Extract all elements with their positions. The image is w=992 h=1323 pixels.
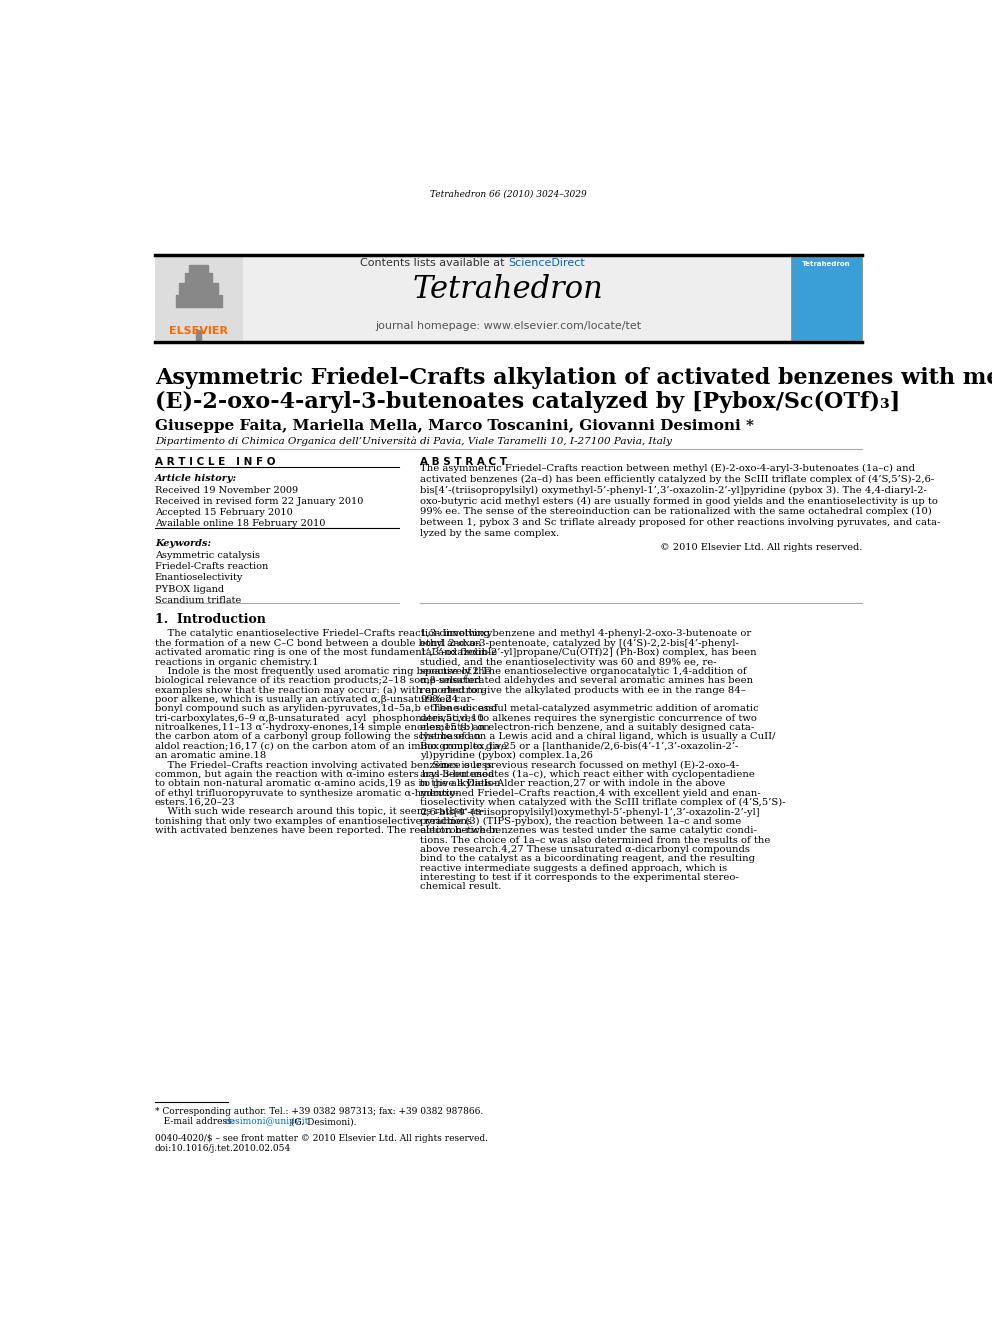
Text: 1,3-dimethoxybenzene and methyl 4-phenyl-2-oxo-3-butenoate or: 1,3-dimethoxybenzene and methyl 4-phenyl… [420,630,751,639]
Text: The asymmetric Friedel–Crafts reaction between methyl (E)-2-oxo-4-aryl-3-butenoa: The asymmetric Friedel–Crafts reaction b… [420,464,915,474]
Text: bonyl compound such as aryliden-pyruvates,1d–5a,b ethene-di- and: bonyl compound such as aryliden-pyruvate… [155,704,497,713]
Text: 99% ee. The sense of the stereoinduction can be rationalized with the same octah: 99% ee. The sense of the stereoinduction… [420,507,931,516]
Text: derivatives to alkenes requires the synergistic concurrence of two: derivatives to alkenes requires the syne… [420,713,757,722]
Text: * Corresponding author. Tel.: +39 0382 987313; fax: +39 0382 987866.: * Corresponding author. Tel.: +39 0382 9… [155,1107,483,1117]
Text: tri-carboxylates,6–9 α,β-unsaturated  acyl  phosphonates,5c,d,10: tri-carboxylates,6–9 α,β-unsaturated acy… [155,713,483,722]
Text: reactions in organic chemistry.1: reactions in organic chemistry.1 [155,658,318,667]
Text: between 1, pybox 3 and Sc triflate already proposed for other reactions involvin: between 1, pybox 3 and Sc triflate alrea… [420,517,940,527]
Text: Since our previous research focussed on methyl (E)-2-oxo-4-: Since our previous research focussed on … [420,761,739,770]
Bar [155,254,862,343]
Text: ScienceDirect: ScienceDirect [509,258,585,267]
Text: With such wide research around this topic, it seems rather as-: With such wide research around this topi… [155,807,484,816]
Text: with activated benzenes have been reported. The reaction between: with activated benzenes have been report… [155,827,498,835]
Text: activated benzenes (2a–d) has been efficiently catalyzed by the ScIII triflate c: activated benzenes (2a–d) has been effic… [420,475,934,484]
Text: 99%.24: 99%.24 [420,695,458,704]
Text: tioselectivity when catalyzed with the ScIII triflate complex of (4’S,5’S)-: tioselectivity when catalyzed with the S… [420,798,786,807]
Text: desimoni@unipv.it: desimoni@unipv.it [225,1118,310,1126]
Text: Tetrahedron: Tetrahedron [803,261,851,267]
Text: the carbon atom of a carbonyl group following the scheme of an: the carbon atom of a carbonyl group foll… [155,733,480,741]
Text: to obtain non-natural aromatic α-amino acids,19 as in the alkylation: to obtain non-natural aromatic α-amino a… [155,779,500,789]
Text: interesting to test if it corresponds to the experimental stereo-: interesting to test if it corresponds to… [420,873,739,882]
Text: studied, and the enantioselectivity was 60 and 89% ee, re-: studied, and the enantioselectivity was … [420,658,716,667]
Text: Received in revised form 22 January 2010: Received in revised form 22 January 2010 [155,497,363,505]
Text: chemical result.: chemical result. [420,882,501,892]
Text: reactive intermediate suggests a defined approach, which is: reactive intermediate suggests a defined… [420,864,727,873]
Text: Accepted 15 February 2010: Accepted 15 February 2010 [155,508,293,517]
Text: poor alkene, which is usually an activated α,β-unsaturated car-: poor alkene, which is usually an activat… [155,695,474,704]
Text: Received 19 November 2009: Received 19 November 2009 [155,486,298,495]
Text: Keywords:: Keywords: [155,538,211,548]
Text: activated aromatic ring is one of the most fundamental and flexible: activated aromatic ring is one of the mo… [155,648,497,658]
Text: A R T I C L E   I N F O: A R T I C L E I N F O [155,458,275,467]
Text: electron-rich benzenes was tested under the same catalytic condi-: electron-rich benzenes was tested under … [420,827,757,835]
Text: yl)pyridine (pybox) complex.1a,26: yl)pyridine (pybox) complex.1a,26 [420,751,593,761]
Text: aldol reaction;16,17 (c) on the carbon atom of an imino group to give: aldol reaction;16,17 (c) on the carbon a… [155,742,507,751]
Text: tonishing that only two examples of enantioselective reactions: tonishing that only two examples of enan… [155,816,472,826]
Text: of ethyl trifluoropyruvate to synthesize aromatic α-hydroxy-: of ethyl trifluoropyruvate to synthesize… [155,789,458,798]
Text: lyst based on a Lewis acid and a chiral ligand, which is usually a CuII/: lyst based on a Lewis acid and a chiral … [420,733,776,741]
Text: elements: an electron-rich benzene, and a suitably designed cata-: elements: an electron-rich benzene, and … [420,724,754,732]
Text: bind to the catalyst as a bicoordinating reagent, and the resulting: bind to the catalyst as a bicoordinating… [420,855,755,864]
Text: Giuseppe Faita, Mariella Mella, Marco Toscanini, Giovanni Desimoni *: Giuseppe Faita, Mariella Mella, Marco To… [155,418,754,433]
Text: 1’,3’-oxazolin-2’-yl]propane/Cu(OTf)2] (Ph-Box) complex, has been: 1’,3’-oxazolin-2’-yl]propane/Cu(OTf)2] (… [420,648,757,658]
Text: above research.4,27 These unsaturated α-dicarbonyl compounds: above research.4,27 These unsaturated α-… [420,845,750,853]
Text: spectively.2 The enantioselective organocatalytic 1,4-addition of: spectively.2 The enantioselective organo… [420,667,747,676]
Bar [792,257,862,340]
Text: aryl-3-butenoates (1a–c), which react either with cyclopentadiene: aryl-3-butenoates (1a–c), which react ei… [420,770,755,779]
Text: the formation of a new C–C bond between a double bond and an: the formation of a new C–C bond between … [155,639,481,648]
Text: The Friedel–Crafts reaction involving activated benzenes is less: The Friedel–Crafts reaction involving ac… [155,761,492,770]
Text: reported to give the alkylated products with ee in the range 84–: reported to give the alkylated products … [420,685,746,695]
Text: tions. The choice of 1a–c was also determined from the results of the: tions. The choice of 1a–c was also deter… [420,836,771,844]
Text: Available online 18 February 2010: Available online 18 February 2010 [155,520,325,528]
Text: ethyl 2-oxo-3-pentenoate, catalyzed by [(4’S)-2,2-bis[4’-phenyl-: ethyl 2-oxo-3-pentenoate, catalyzed by [… [420,639,739,648]
Text: Scandium triflate: Scandium triflate [155,595,241,605]
Text: bis[4’-(triisopropylsilyl) oxymethyl-5’-phenyl-1’,3’-oxazolin-2’-yl]pyridine (py: bis[4’-(triisopropylsilyl) oxymethyl-5’-… [420,486,927,495]
Text: 0040-4020/$ – see front matter © 2010 Elsevier Ltd. All rights reserved.: 0040-4020/$ – see front matter © 2010 El… [155,1134,488,1143]
Text: (G. Desimoni).: (G. Desimoni). [288,1118,356,1126]
Text: biological relevance of its reaction products;2–18 some selected: biological relevance of its reaction pro… [155,676,481,685]
Text: lyzed by the same complex.: lyzed by the same complex. [420,529,559,537]
Text: Dipartimento di Chimica Organica dell’Università di Pavia, Viale Taramelli 10, I: Dipartimento di Chimica Organica dell’Un… [155,437,672,446]
Text: The successful metal-catalyzed asymmetric addition of aromatic: The successful metal-catalyzed asymmetri… [420,704,759,713]
Text: Indole is the most frequently used aromatic ring because of the: Indole is the most frequently used aroma… [155,667,490,676]
Text: oxo-butyric acid methyl esters (4) are usually formed in good yields and the ena: oxo-butyric acid methyl esters (4) are u… [420,496,937,505]
Text: common, but again the reaction with α-imino esters has been used: common, but again the reaction with α-im… [155,770,494,779]
Text: Asymmetric Friedel–Crafts alkylation of activated benzenes with methyl: Asymmetric Friedel–Crafts alkylation of … [155,366,992,389]
Text: Enantioselectivity: Enantioselectivity [155,573,243,582]
Text: Asymmetric catalysis: Asymmetric catalysis [155,550,260,560]
Text: nitroalkenes,11–13 α’-hydroxy-enones,14 simple enones;15 (b) on: nitroalkenes,11–13 α’-hydroxy-enones,14 … [155,724,489,732]
Text: Contents lists available at: Contents lists available at [360,258,509,267]
Text: Article history:: Article history: [155,474,237,483]
Text: Tetrahedron: Tetrahedron [413,274,604,304]
Text: Tetrahedron 66 (2010) 3024–3029: Tetrahedron 66 (2010) 3024–3029 [430,191,587,198]
Text: doi:10.1016/j.tet.2010.02.054: doi:10.1016/j.tet.2010.02.054 [155,1144,291,1152]
Text: Friedel-Crafts reaction: Friedel-Crafts reaction [155,562,268,572]
Text: esters.16,20–23: esters.16,20–23 [155,798,235,807]
Text: journal homepage: www.elsevier.com/locate/tet: journal homepage: www.elsevier.com/locat… [375,321,642,331]
Text: © 2010 Elsevier Ltd. All rights reserved.: © 2010 Elsevier Ltd. All rights reserved… [660,544,862,552]
Bar [155,257,243,340]
Text: PYBOX ligand: PYBOX ligand [155,585,224,594]
Text: 1.  Introduction: 1. Introduction [155,613,266,626]
Text: ELSEVIER: ELSEVIER [169,325,228,336]
Text: (E)-2-oxo-4-aryl-3-butenoates catalyzed by [Pybox/Sc(OTf)₃]: (E)-2-oxo-4-aryl-3-butenoates catalyzed … [155,392,900,413]
Text: pyridine (3) (TIPS-pybox), the reaction between 1a–c and some: pyridine (3) (TIPS-pybox), the reaction … [420,816,741,826]
Text: A B S T R A C T: A B S T R A C T [420,458,507,467]
Text: 2,6-bis[4’-(triisopropylsilyl)oxymethyl-5’-phenyl-1’,3’-oxazolin-2’-yl]: 2,6-bis[4’-(triisopropylsilyl)oxymethyl-… [420,807,760,816]
Text: The catalytic enantioselective Friedel–Crafts reaction involving: The catalytic enantioselective Friedel–C… [155,630,490,639]
Text: to give a Diels–Alder reaction,27 or with indole in the above: to give a Diels–Alder reaction,27 or wit… [420,779,725,789]
Text: E-mail address:: E-mail address: [155,1118,237,1126]
Text: Box complex,1a,25 or a [lanthanide/2,6-bis(4’-1’,3’-oxazolin-2’-: Box complex,1a,25 or a [lanthanide/2,6-b… [420,742,738,751]
Text: examples show that the reaction may occur: (a) with an electron-: examples show that the reaction may occu… [155,685,486,695]
Text: α,β-unsaturated aldehydes and several aromatic amines has been: α,β-unsaturated aldehydes and several ar… [420,676,753,685]
Text: an aromatic amine.18: an aromatic amine.18 [155,751,266,761]
Text: mentioned Friedel–Crafts reaction,4 with excellent yield and enan-: mentioned Friedel–Crafts reaction,4 with… [420,789,761,798]
